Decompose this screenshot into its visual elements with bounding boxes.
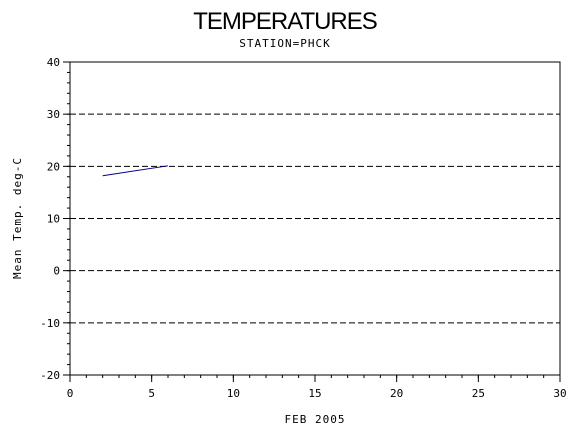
x-tick-label: 20 — [390, 387, 403, 400]
series-layer — [102, 165, 169, 177]
x-axis-ticks: 0 5 10 15 20 25 30 — [67, 375, 567, 400]
minor-ticks — [67, 61, 561, 378]
x-tick-label: 30 — [553, 387, 566, 400]
y-tick-label: 40 — [47, 56, 60, 69]
chart-title: TEMPERATURES — [193, 8, 377, 35]
x-tick-label: 25 — [472, 387, 485, 400]
y-axis-ticks: -20 -10 0 10 20 30 40 — [40, 56, 70, 382]
x-tick-label: 5 — [148, 387, 155, 400]
y-axis-label: Mean Temp. deg-C — [11, 157, 24, 279]
grid-lines — [70, 61, 560, 376]
x-tick-label: 10 — [227, 387, 240, 400]
x-tick-label: 0 — [67, 387, 74, 400]
y-tick-label: -20 — [40, 369, 60, 382]
y-tick-label: 30 — [47, 108, 60, 121]
y-tick-label: -10 — [40, 317, 60, 330]
x-tick-label: 15 — [308, 387, 321, 400]
y-tick-label: 20 — [47, 160, 60, 173]
y-tick-label: 10 — [47, 213, 60, 226]
x-axis-label: FEB 2005 — [285, 413, 346, 426]
series-line — [102, 165, 169, 177]
y-tick-label: 0 — [53, 265, 60, 278]
chart-subtitle: STATION=PHCK — [239, 37, 330, 50]
